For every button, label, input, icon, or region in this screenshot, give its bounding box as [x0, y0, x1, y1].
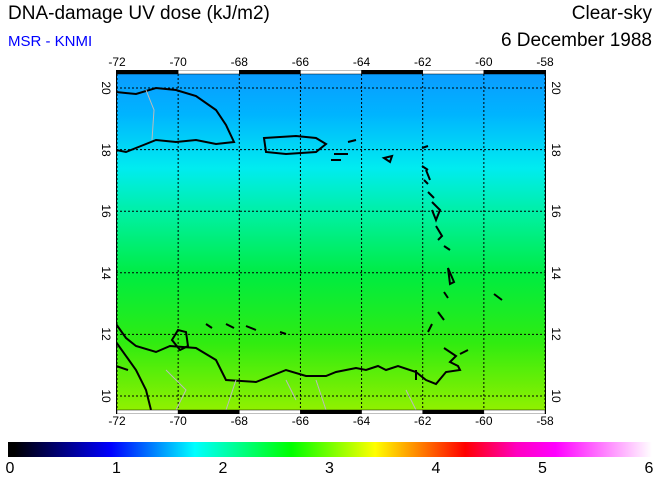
- colorbar-label: 5: [538, 460, 547, 477]
- frame-bar: [116, 70, 179, 75]
- date-label: 6 December 1988: [500, 30, 652, 51]
- frame-bar: [361, 70, 423, 75]
- top-lon-tick: -68: [230, 55, 248, 69]
- bottom-lon-tick: -62: [414, 414, 432, 428]
- source-label: MSR - KNMI: [8, 33, 93, 50]
- bottom-lon-tick: -68: [230, 414, 248, 428]
- frame-bar: [422, 70, 485, 75]
- top-lon-tick: -72: [108, 55, 126, 69]
- frame-bar: [483, 409, 546, 414]
- colorbar-label: 0: [5, 460, 15, 477]
- top-lon-tick: -60: [475, 55, 493, 69]
- right-lat-tick: 14: [549, 266, 563, 280]
- left-lat-tick: 14: [99, 266, 113, 280]
- top-lon-tick: -70: [169, 55, 187, 69]
- right-lat-tick: 10: [549, 389, 563, 403]
- frame-bar: [177, 70, 240, 75]
- frame-bar: [300, 70, 362, 75]
- bottom-lon-tick: -60: [475, 414, 493, 428]
- colorbar-label: 4: [431, 460, 441, 477]
- right-lat-tick: 20: [549, 81, 563, 95]
- borders: [145, 89, 417, 411]
- top-lon-tick: -62: [414, 55, 432, 69]
- left-lat-tick: 12: [99, 327, 113, 342]
- bottom-lon-tick: -64: [352, 414, 371, 428]
- dose-field: [116, 74, 546, 410]
- bottom-lon-tick: -72: [108, 414, 126, 428]
- top-lon-tick: -64: [352, 55, 371, 69]
- right-lat-tick: 12: [549, 327, 563, 342]
- left-lat-tick: 10: [99, 389, 113, 403]
- map-title: DNA-damage UV dose (kJ/m2): [8, 3, 270, 24]
- bottom-lon-tick: -70: [169, 414, 187, 428]
- left-lat-tick: 20: [99, 81, 113, 95]
- bottom-lon-tick: -58: [536, 414, 554, 428]
- colorbar-label: 2: [218, 460, 228, 477]
- left-lat-tick: 16: [99, 204, 113, 218]
- colorbar-label: 1: [112, 460, 121, 477]
- bottom-lon-tick: -66: [291, 414, 310, 428]
- left-lat-tick: 18: [99, 142, 113, 157]
- top-lon-tick: -58: [536, 55, 554, 69]
- coastlines: [116, 86, 503, 411]
- colorbar-label: 3: [325, 460, 334, 477]
- right-lat-tick: 18: [549, 142, 563, 157]
- top-lon-tick: -66: [291, 55, 310, 69]
- frame-bar: [483, 70, 546, 75]
- frame-bars: [116, 70, 546, 414]
- right-lat-tick: 16: [549, 204, 563, 218]
- frame-bar: [239, 70, 301, 75]
- condition-label: Clear-sky: [571, 3, 652, 24]
- colorbar-label: 6: [644, 460, 654, 477]
- colorbar: [8, 442, 652, 457]
- uv-dose-map: [116, 70, 546, 414]
